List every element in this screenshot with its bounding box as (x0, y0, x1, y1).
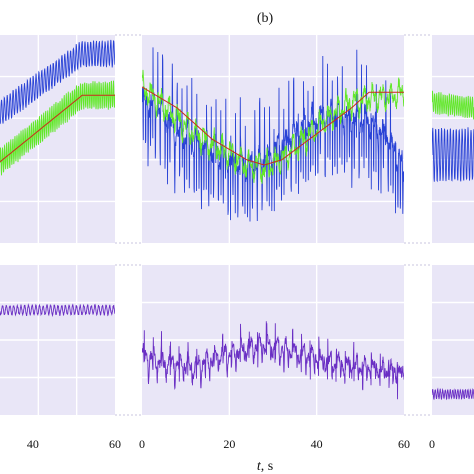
panel-mid-bottom (142, 265, 404, 415)
x-tick-label: 60 (398, 437, 410, 451)
series-red-line (0, 94, 115, 163)
series-group (0, 303, 115, 318)
series-purple-line (0, 303, 115, 318)
series-red-line (142, 86, 404, 166)
series-group (432, 387, 474, 401)
series-blue-line (432, 127, 474, 183)
x-tick-label: 20 (223, 437, 235, 451)
panel-label: (b) (257, 11, 274, 26)
x-tick-label: 60 (109, 437, 121, 451)
series-green-line (142, 69, 404, 184)
panel-mid-top: 0 20 40 60 (139, 35, 410, 451)
x-tick-label: 40 (311, 437, 323, 451)
series-purple-line (432, 387, 474, 401)
x-axis-label: t, s (257, 459, 273, 474)
series-blue-line (0, 39, 115, 125)
plot-background (142, 35, 404, 243)
x-axis-var: t (257, 459, 262, 474)
series-purple-line (142, 321, 404, 400)
series-group (432, 90, 474, 183)
x-tick-label: 0 (139, 437, 145, 451)
x-axis-unit: , s (261, 459, 273, 474)
series-group (142, 321, 404, 400)
panel-left-bottom (0, 265, 115, 415)
panel-right-top: 0 (429, 35, 474, 451)
x-tick-label: 40 (27, 437, 39, 451)
panel-left-top: 40 60 (0, 35, 121, 451)
series-group (0, 39, 115, 176)
panels: 40 60 0 20 40 60 0 (0, 34, 474, 451)
x-tick-label: 0 (429, 437, 435, 451)
series-group (142, 47, 404, 222)
series-green-line (432, 90, 474, 120)
panel-right-bottom (432, 265, 474, 415)
